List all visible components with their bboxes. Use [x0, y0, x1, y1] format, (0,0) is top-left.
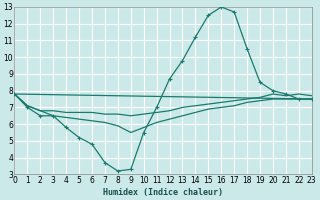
X-axis label: Humidex (Indice chaleur): Humidex (Indice chaleur)	[103, 188, 223, 197]
